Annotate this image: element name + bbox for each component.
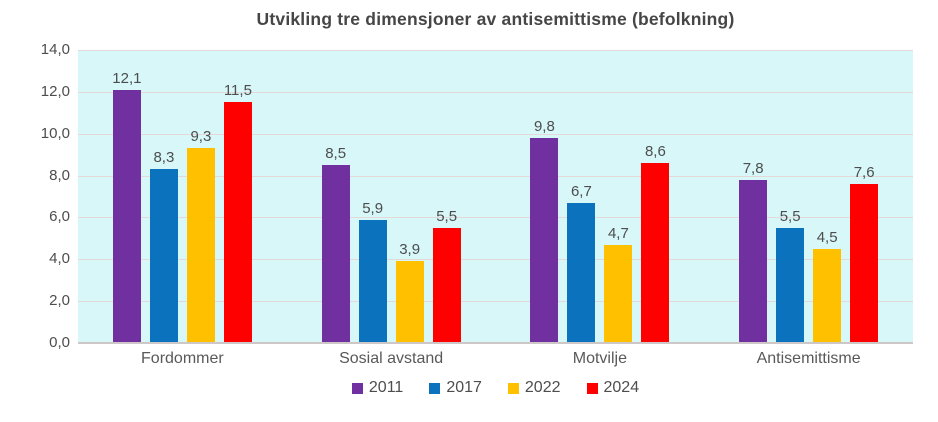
legend-item-2011: 2011 xyxy=(351,379,404,397)
bar-2022 xyxy=(604,244,633,343)
bar-group-fordommer: 12,1 8,3 9,3 11,5 xyxy=(78,50,287,343)
bar-wrap: 4,5 xyxy=(813,50,842,343)
legend-item-2017: 2017 xyxy=(429,379,482,397)
bar-2011 xyxy=(112,89,141,343)
y-tick-label: 6,0 xyxy=(49,208,70,226)
bar-wrap: 7,8 xyxy=(739,50,768,343)
bar-value-label: 8,3 xyxy=(153,149,175,167)
legend-swatch-icon xyxy=(429,382,441,394)
bar-value-label: 7,6 xyxy=(853,163,875,181)
legend-item-2022: 2022 xyxy=(507,379,561,397)
bar-wrap: 8,6 xyxy=(641,50,670,343)
plot-area: 12,1 8,3 9,3 11,5 8,5 5,9 3,9 5,5 9,8 6,7 4,7 8,6 7,… xyxy=(78,50,913,344)
y-tick-label: 4,0 xyxy=(49,250,70,268)
legend-label: 2017 xyxy=(446,379,482,396)
bar-value-label: 4,5 xyxy=(816,228,838,246)
bar-group-sosial-avstand: 8,5 5,9 3,9 5,5 xyxy=(287,50,496,343)
bar-wrap: 8,3 xyxy=(149,50,178,343)
bar-wrap: 4,7 xyxy=(604,50,633,343)
gridline xyxy=(78,133,913,135)
y-axis: 0,0 2,0 4,0 6,0 8,0 10,0 12,0 14,0 xyxy=(0,41,70,351)
bar-2024 xyxy=(223,102,252,343)
bar-group-antisemittisme: 7,8 5,5 4,5 7,6 xyxy=(704,50,913,343)
gridline xyxy=(78,91,913,93)
legend-swatch-icon xyxy=(586,382,598,394)
bar-wrap: 5,5 xyxy=(776,50,805,343)
bar-2011 xyxy=(530,137,559,343)
bar-value-label: 8,6 xyxy=(644,143,666,161)
bar-2011 xyxy=(321,165,350,343)
legend-label: 2024 xyxy=(603,379,640,396)
bar-wrap: 11,5 xyxy=(224,50,252,343)
bar-value-label: 5,5 xyxy=(779,207,801,225)
bar-value-label: 7,8 xyxy=(742,159,764,177)
y-tick-label: 0,0 xyxy=(49,334,70,351)
bar-wrap: 5,9 xyxy=(358,50,387,343)
y-tick-label: 2,0 xyxy=(49,292,70,310)
legend: 2011 2017 2022 2024 xyxy=(78,379,913,397)
y-tick-label: 10,0 xyxy=(40,124,70,142)
chart-title: Utvikling tre dimensjoner av antisemitti… xyxy=(256,9,735,29)
gridline xyxy=(78,217,913,219)
bar-wrap: 5,5 xyxy=(432,50,461,343)
bar-2011 xyxy=(739,179,768,343)
legend-swatch-icon xyxy=(507,382,519,394)
bar-value-label: 4,7 xyxy=(607,224,629,242)
gridline xyxy=(78,175,913,177)
bar-2017 xyxy=(567,202,596,343)
bar-wrap: 8,5 xyxy=(321,50,350,343)
category-axis-labels: Fordommer Sosial avstand Motvilje Antisemit… xyxy=(78,350,913,368)
bar-value-label: 5,9 xyxy=(362,199,384,217)
bar-2022 xyxy=(395,261,424,343)
bar-wrap: 3,9 xyxy=(395,50,424,343)
bar-2017 xyxy=(358,219,387,343)
category-label: Motvilje xyxy=(572,350,627,367)
bar-value-label: 5,5 xyxy=(436,207,458,225)
bar-wrap: 7,6 xyxy=(850,50,879,343)
category-label: Fordommer xyxy=(141,350,224,367)
bar-value-label: 11,5 xyxy=(223,82,252,100)
gridline xyxy=(78,50,913,51)
bar-2022 xyxy=(186,148,215,343)
y-tick-label: 12,0 xyxy=(40,82,70,100)
bar-value-label: 6,7 xyxy=(570,182,592,200)
bar-group-motvilje: 9,8 6,7 4,7 8,6 xyxy=(496,50,705,343)
bar-2024 xyxy=(432,227,461,343)
y-tick-label: 14,0 xyxy=(40,41,70,58)
y-tick-label: 8,0 xyxy=(49,166,70,184)
bar-value-label: 8,5 xyxy=(325,145,347,163)
bar-wrap: 9,3 xyxy=(186,50,215,343)
legend-label: 2011 xyxy=(368,379,404,396)
gridline xyxy=(78,259,913,261)
gridline xyxy=(78,301,913,303)
bar-groups-row: 12,1 8,3 9,3 11,5 8,5 5,9 3,9 5,5 9,8 6,7 4,7 8,6 7,… xyxy=(78,50,913,343)
bar-2024 xyxy=(641,163,670,343)
bar-value-label: 9,8 xyxy=(533,117,555,135)
x-axis-line xyxy=(78,342,913,344)
bar-2022 xyxy=(813,248,842,343)
bar-2017 xyxy=(149,169,178,343)
bar-wrap: 6,7 xyxy=(567,50,596,343)
bar-wrap: 12,1 xyxy=(112,50,142,343)
legend-label: 2022 xyxy=(524,379,561,396)
bar-2024 xyxy=(850,183,879,343)
bar-value-label: 12,1 xyxy=(112,69,142,87)
category-label: Sosial avstand xyxy=(339,350,444,367)
legend-item-2024: 2024 xyxy=(586,379,640,397)
bar-value-label: 9,3 xyxy=(190,128,212,146)
bar-wrap: 9,8 xyxy=(530,50,559,343)
bar-value-label: 3,9 xyxy=(399,241,421,259)
category-label: Antisemittisme xyxy=(756,350,861,367)
bar-2017 xyxy=(776,227,805,343)
legend-swatch-icon xyxy=(351,382,363,394)
